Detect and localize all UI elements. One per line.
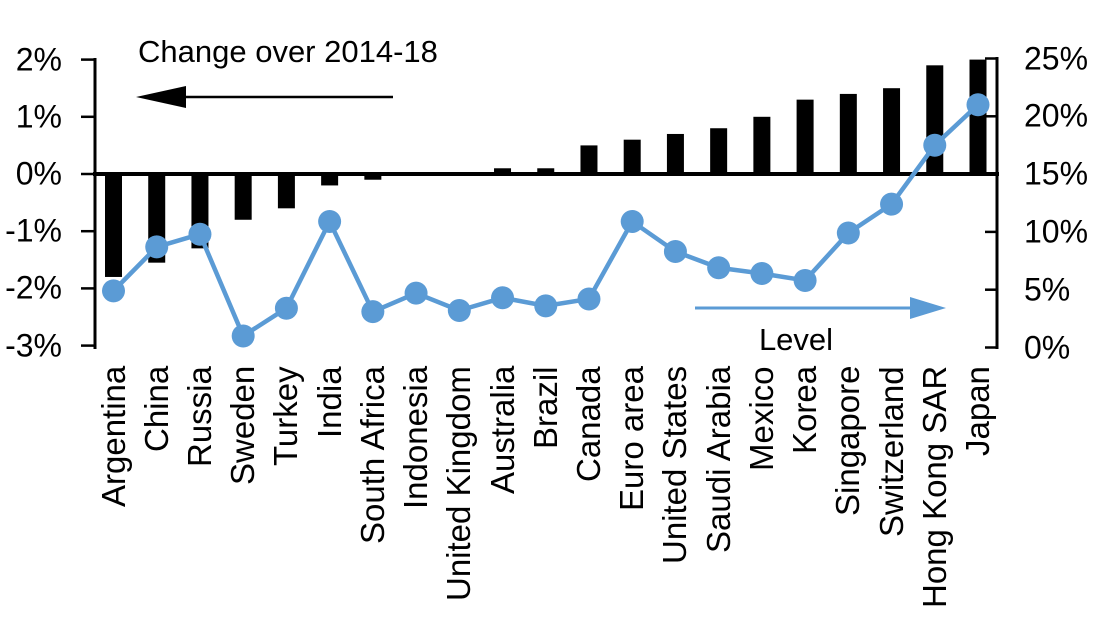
category-label-russia: Russia <box>180 366 218 467</box>
level-point-argentina <box>102 279 125 303</box>
bar-india <box>321 174 339 186</box>
right-axis-tick-label: 25% <box>1024 40 1089 76</box>
category-label-switzerland: Switzerland <box>872 366 910 537</box>
change-arrow-icon <box>136 86 186 108</box>
level-point-japan <box>966 93 990 117</box>
level-point-united-kingdom <box>447 299 471 323</box>
bar-south-africa <box>364 174 382 180</box>
bar-brazil <box>537 168 555 174</box>
level-point-saudi-arabia <box>707 256 731 280</box>
level-point-turkey <box>274 296 298 320</box>
category-label-united-states: United States <box>656 366 694 565</box>
right-axis-tick-label: 20% <box>1024 97 1089 134</box>
bar-hong-kong-sar <box>926 65 944 174</box>
category-label-japan: Japan <box>959 366 996 456</box>
category-label-argentina: Argentina <box>94 366 132 508</box>
category-label-india: India <box>310 366 348 438</box>
left-axis-tick-label: -3% <box>5 327 62 364</box>
bar-mexico <box>753 116 771 174</box>
right-axis-tick-label: 0% <box>1024 329 1071 365</box>
left-axis-tick-label: 1% <box>15 98 62 135</box>
category-label-korea: Korea <box>786 366 824 455</box>
level-point-mexico <box>750 262 774 286</box>
level-point-canada <box>577 287 601 311</box>
category-label-euro-area: Euro area <box>613 366 651 511</box>
category-label-united-kingdom: United Kingdom <box>440 366 478 601</box>
level-point-switzerland <box>880 192 904 216</box>
left-axis-tick-label: -2% <box>5 269 62 306</box>
category-label-china: China <box>137 366 175 453</box>
category-label-saudi-arabia: Saudi Arabia <box>699 366 737 554</box>
level-point-united-states <box>663 240 687 264</box>
category-label-sweden: Sweden <box>224 366 262 486</box>
level-point-korea <box>793 268 817 292</box>
level-point-singapore <box>836 221 860 245</box>
category-label-indonesia: Indonesia <box>397 366 435 510</box>
bar-sweden <box>234 174 252 220</box>
bar-singapore <box>839 93 857 174</box>
category-label-canada: Canada <box>569 366 607 482</box>
left-axis-tick-label: -1% <box>5 212 62 249</box>
bar-canada <box>580 145 598 174</box>
left-axis-tick-label: 0% <box>15 155 62 192</box>
bar-euro-area <box>623 139 641 174</box>
category-label-singapore: Singapore <box>829 366 867 517</box>
bar-australia <box>494 168 512 174</box>
bar-japan <box>969 59 987 174</box>
level-point-euro-area <box>620 209 644 233</box>
level-point-india <box>318 209 342 233</box>
level-arrow-icon <box>910 297 946 319</box>
level-point-hong-kong-sar <box>923 133 947 157</box>
bar-turkey <box>277 174 295 209</box>
bar-argentina <box>105 174 122 277</box>
category-label-hong-kong-sar: Hong Kong SAR <box>915 366 953 609</box>
level-point-indonesia <box>404 281 428 305</box>
level-point-sweden <box>231 324 255 348</box>
left-axis-tick-label: 2% <box>15 41 62 78</box>
category-label-brazil: Brazil <box>526 366 564 449</box>
right-axis-tick-label: 15% <box>1024 155 1089 192</box>
level-point-australia <box>491 286 515 310</box>
right-axis-tick-label: 10% <box>1024 213 1089 250</box>
level-point-brazil <box>534 294 558 318</box>
left-series-title: Change over 2014-18 <box>138 34 438 69</box>
category-label-south-africa: South Africa <box>353 366 391 544</box>
category-label-turkey: Turkey <box>267 366 305 466</box>
bar-united-states <box>666 133 684 174</box>
bar-korea <box>796 99 814 174</box>
category-label-australia: Australia <box>483 366 521 495</box>
level-point-south-africa <box>361 300 385 324</box>
category-label-mexico: Mexico <box>742 366 780 471</box>
level-point-russia <box>188 222 212 246</box>
right-series-label: Level <box>758 322 834 357</box>
level-point-china <box>145 235 169 259</box>
bar-saudi-arabia <box>710 128 728 174</box>
right-axis-tick-label: 5% <box>1024 271 1071 308</box>
bar-switzerland <box>883 88 901 174</box>
